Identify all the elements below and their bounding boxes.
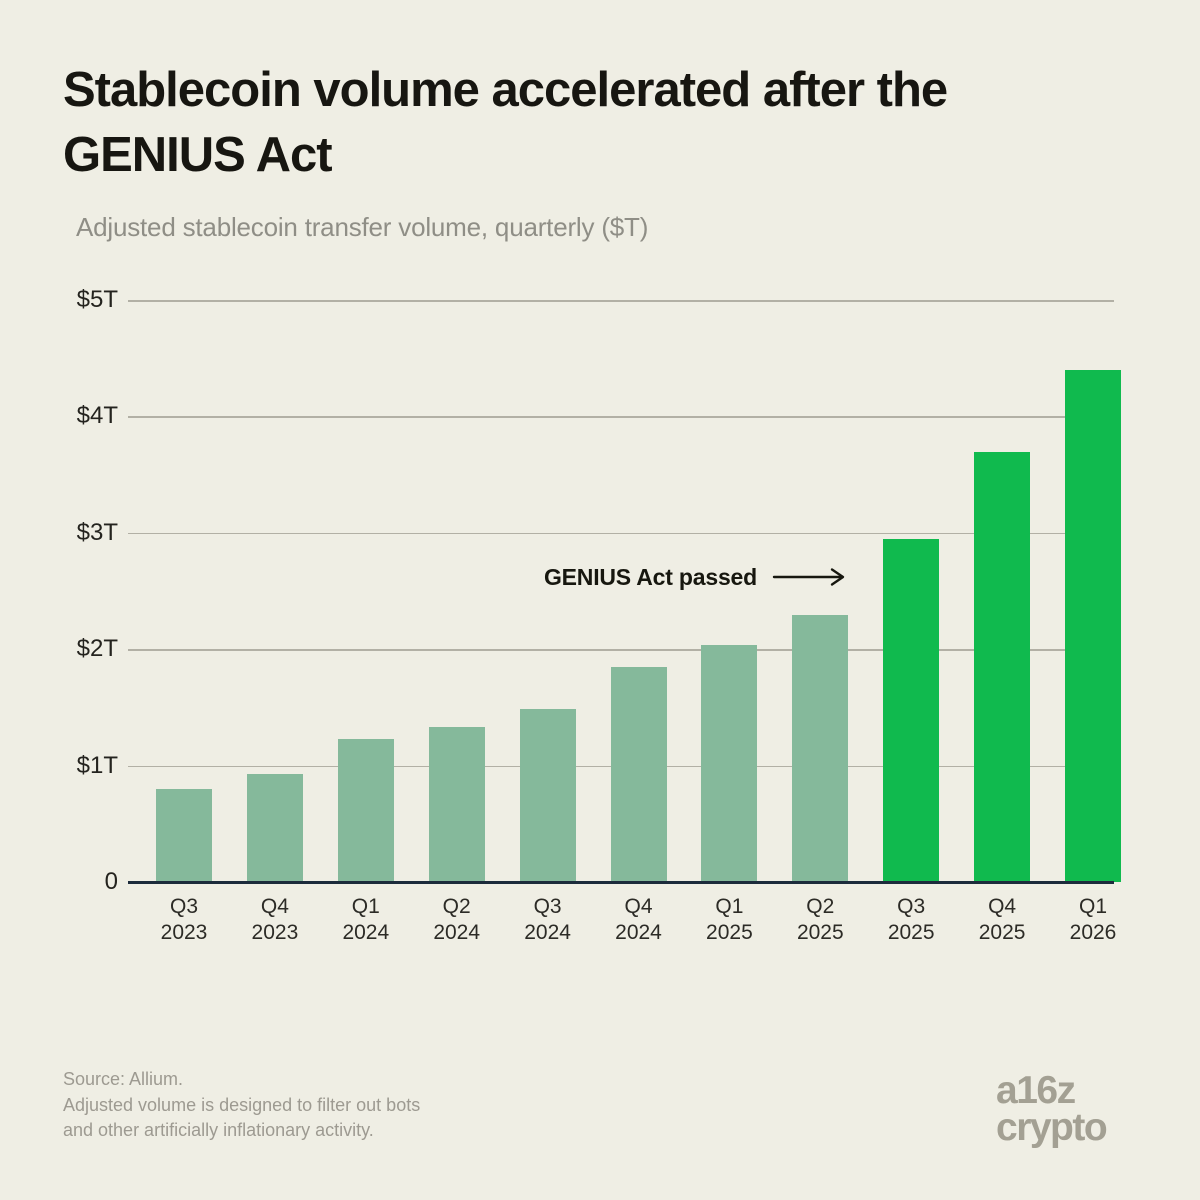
bar-q3-2025 <box>883 538 940 882</box>
page-title: Stablecoin volume accelerated after the … <box>63 63 948 182</box>
x-tick-q1-2025: Q1 2025 <box>706 895 753 944</box>
y-tick-3t: $3T <box>76 518 118 546</box>
source-note: Source: Allium. Adjusted volume is desig… <box>63 1067 420 1144</box>
x-tick-q3-2025: Q3 2025 <box>887 895 935 944</box>
x-tick-q4-2025: Q4 2025 <box>978 895 1026 944</box>
y-tick-4t: $4T <box>76 402 118 430</box>
a16z-crypto-logo: a16z crypto <box>996 1069 1108 1150</box>
x-tick-q4-2023: Q4 2023 <box>251 895 299 944</box>
gridline-5t <box>128 300 1114 302</box>
annotation-text: GENIUS Act passed <box>543 563 757 590</box>
x-tick-q2-2024: Q2 2024 <box>433 895 481 944</box>
logo-line-2: crypto <box>996 1106 1108 1150</box>
x-tick-q2-2025: Q2 2025 <box>796 895 844 944</box>
bar-q1-2025 <box>701 644 758 882</box>
y-tick-1t: $1T <box>76 751 118 779</box>
bar-q2-2024 <box>428 727 485 882</box>
bar-q4-2025 <box>974 452 1031 882</box>
bar-q4-2023 <box>246 773 303 882</box>
source-line-3: and other artificially inflationary acti… <box>63 1120 374 1141</box>
x-tick-q3-2024: Q3 2024 <box>524 895 571 944</box>
x-axis-baseline <box>128 881 1114 884</box>
y-tick-2t: $2T <box>76 635 118 663</box>
bar-q1-2024 <box>337 738 394 882</box>
y-tick-0: 0 <box>104 868 118 895</box>
x-tick-q1-2024: Q1 2024 <box>342 895 390 944</box>
bar-q3-2024 <box>519 708 576 882</box>
x-tick-q3-2023: Q3 2023 <box>160 895 208 944</box>
y-tick-5t: $5T <box>76 286 118 313</box>
logo-line-1: a16z <box>996 1069 1076 1112</box>
right-arrow-icon <box>772 568 845 586</box>
chart-subtitle: Adjusted stablecoin transfer volume, qua… <box>76 212 649 242</box>
source-line-1: Source: Allium. <box>63 1069 184 1089</box>
bar-q4-2024 <box>610 666 667 882</box>
source-line-2: Adjusted volume is designed to filter ou… <box>63 1094 421 1115</box>
gridline-3t <box>128 532 1114 535</box>
x-tick-q1-2026: Q1 2026 <box>1069 895 1117 944</box>
x-tick-q4-2024: Q4 2024 <box>615 895 662 944</box>
genius-act-annotation: GENIUS Act passed <box>544 561 852 593</box>
gridline-2t <box>128 649 1114 651</box>
gridline-4t <box>128 416 1114 418</box>
bar-q2-2025 <box>792 615 849 882</box>
bar-q3-2023 <box>156 788 212 882</box>
bar-q1-2026 <box>1065 369 1121 882</box>
